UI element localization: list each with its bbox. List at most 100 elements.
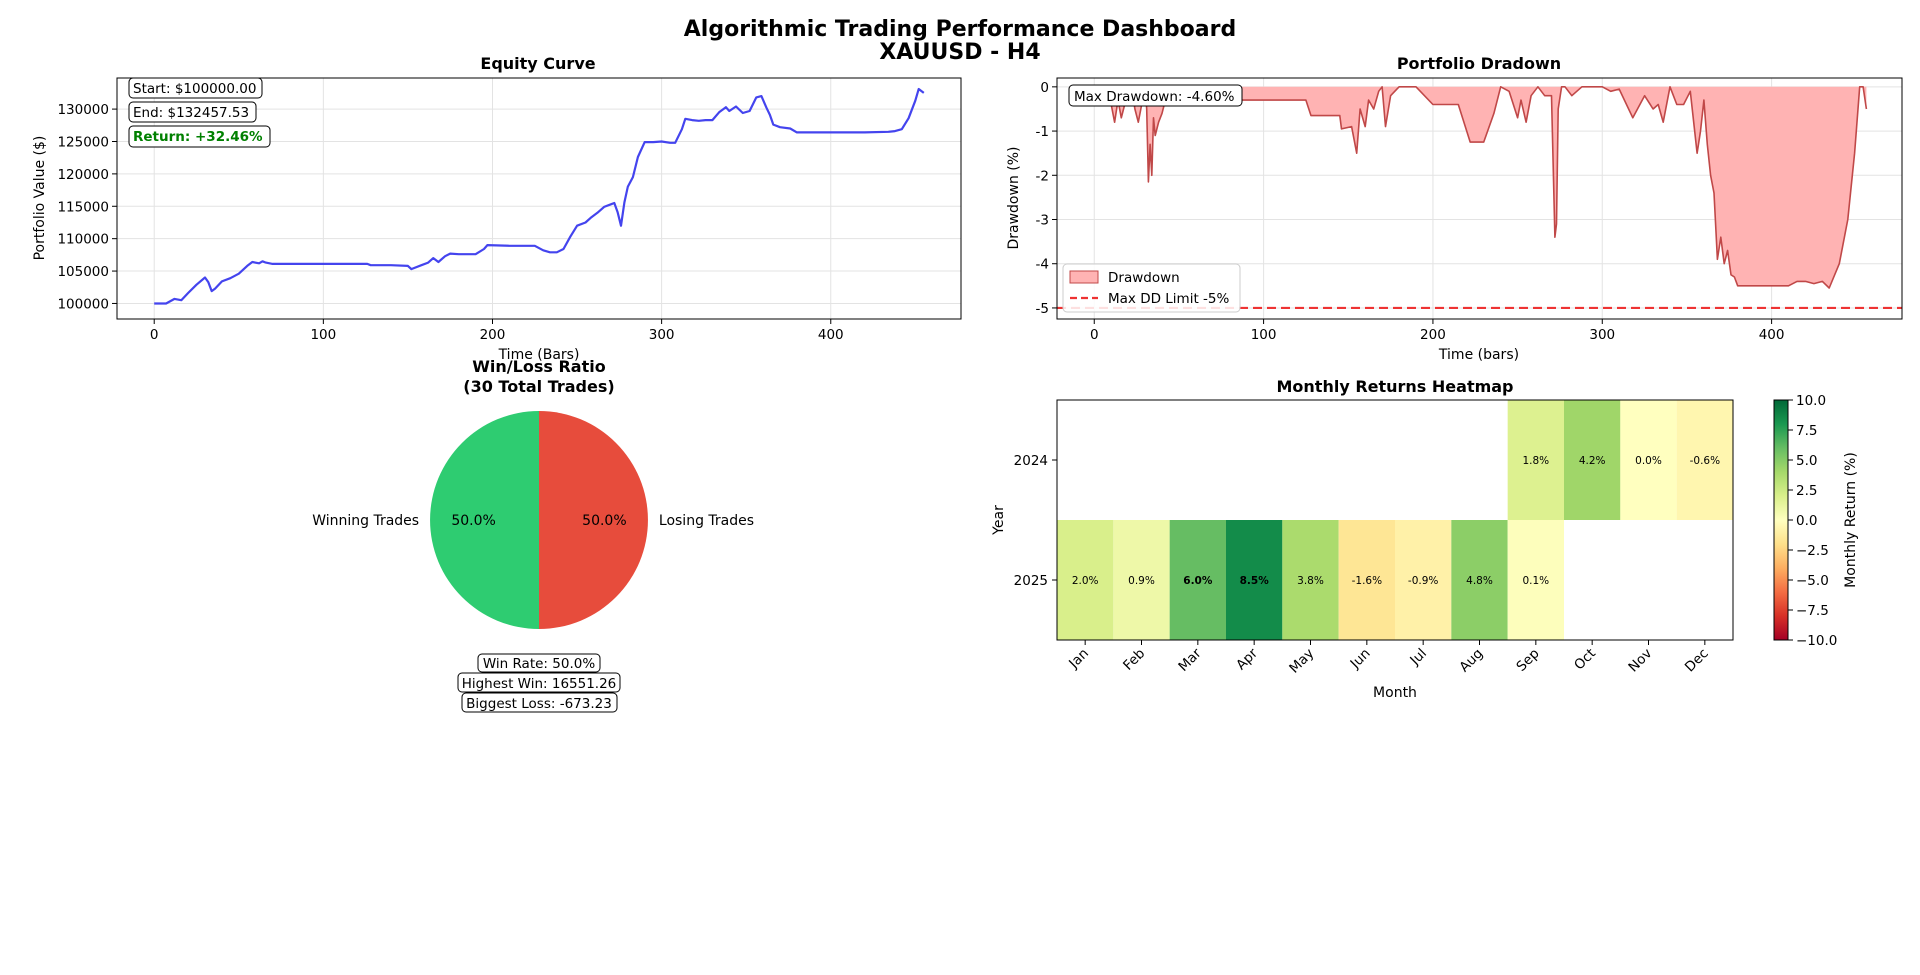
heatmap-cell-label: 0.0% [1635,455,1662,467]
equity-return-label: Return: +32.46% [133,129,263,145]
legend-drawdown-swatch [1069,270,1099,284]
drawdown-ytick-label: -5 [1036,301,1049,317]
heatmap-xtick-label: Nov [1625,646,1655,676]
equity-end-box [128,101,257,123]
pie-winrate-box [477,653,601,673]
colorbar-tick-label: 10.0 [1796,393,1826,409]
colorbar-tick-label: 5.0 [1796,453,1817,469]
drawdown-ytick-label: -3 [1036,213,1049,229]
heatmap-xtick-label: Aug [1456,646,1486,676]
heatmap-cell-label: 8.5% [1240,575,1270,587]
equity-ytick-label: 120000 [57,167,109,183]
max-drawdown-box [1068,84,1243,107]
colorbar-ticks: 10.0 7.5 5.0 2.5 0.0 −2.5 −5.0 −7.5 −10.0 [1788,393,1837,649]
equity-xtick-label: 0 [150,327,159,343]
drawdown-xtick-label: 400 [1759,327,1785,343]
pie-slice-label: Losing Trades [659,513,754,529]
heatmap-xtick-label: Jun [1347,646,1374,673]
heatmap-cell-label: -0.6% [1690,455,1720,467]
heatmap-cell-label: 1.8% [1522,455,1549,467]
heatmap-cell [1057,520,1114,640]
colorbar-tick-label: 7.5 [1796,423,1817,439]
equity-ytick-label: 100000 [57,296,109,312]
equity-start-label: Start: $100000.00 [133,81,256,97]
equity-plot-frame [116,77,962,320]
heatmap-xtick-label: May [1286,646,1317,677]
equity-line [154,87,925,305]
pie-highest-win-label: Highest Win: 16551.26 [462,676,617,692]
heatmap-cell [1226,520,1283,640]
heatmap-cell-label: 0.9% [1128,575,1155,587]
heatmap-xtick-label: Jul [1406,646,1430,670]
legend-box [1062,263,1241,313]
drawdown-xtick-label: 300 [1589,327,1615,343]
heatmap-frame [1056,399,1734,641]
heatmap-cell [1451,520,1508,640]
equity-ylabel: Portfolio Value ($) [32,136,48,261]
drawdown-xlabel: Time (bars) [1438,347,1519,363]
drawdown-legend: Drawdown Max DD Limit -5% [1062,263,1241,313]
equity-chart: Equity Curve 0 100 200 300 400 100000 105000 11… [32,54,962,363]
equity-ytick-label: 110000 [57,232,109,248]
heatmap-cell [1676,400,1733,520]
equity-ytick-label: 130000 [57,102,109,118]
equity-title: Equity Curve [480,54,595,73]
heatmap-cell-label: 4.2% [1579,455,1606,467]
colorbar-tick-label: −2.5 [1796,543,1829,559]
heatmap-cell-label: 4.8% [1466,575,1493,587]
equity-ytick-label: 125000 [57,134,109,150]
colorbar-label: Monthly Return (%) [1843,452,1859,588]
heatmap-xtick-label: Jan [1065,646,1092,673]
drawdown-title: Portfolio Dradown [1397,54,1561,73]
heatmap-title: Monthly Returns Heatmap [1276,377,1513,396]
legend-limit-label: Max DD Limit -5% [1108,291,1230,307]
pie-biggest-loss-label: Biggest Loss: -673.23 [466,696,612,712]
drawdown-ytick-label: -4 [1036,257,1049,273]
heatmap-xtick-label: Mar [1175,645,1205,675]
heatmap-cells: 1.8% 4.2% 0.0% -0.6% 2.0% 0.9% 6.0% 8.5% 3.8% -1.… [1057,400,1733,640]
heatmap-cell [1113,520,1170,640]
heatmap-cell-label: -0.9% [1408,575,1438,587]
equity-axis-ticks: 0 100 200 300 400 100000 105000 110000 115000 120… [57,102,843,343]
drawdown-ytick-label: -1 [1036,124,1049,140]
equity-start-box [128,77,263,99]
equity-return-box [128,125,271,148]
heatmap-cell [1282,520,1339,640]
colorbar-tick-label: −7.5 [1796,603,1829,619]
pie-slice-percent: 50.0% [451,513,495,529]
drawdown-plot-frame [1056,77,1903,320]
heatmap-xtick-label: Feb [1120,646,1148,674]
drawdown-xtick-label: 0 [1090,327,1099,343]
heatmap-ytick-label: 2024 [1014,453,1048,469]
win-loss-chart: Win/Loss Ratio (30 Total Trades) 50.0% Wi… [312,357,754,713]
heatmap-ylabel: Year [991,505,1007,536]
equity-xtick-label: 100 [310,327,336,343]
pie-winrate-label: Win Rate: 50.0% [483,656,596,672]
heatmap-cell-label: 2.0% [1072,575,1099,587]
colorbar-tick-label: −10.0 [1796,633,1837,649]
colorbar-tick-label: −5.0 [1796,573,1829,589]
heatmap-xtick-label: Dec [1682,646,1712,676]
equity-plot-area [117,78,961,319]
equity-xtick-label: 300 [649,327,675,343]
dashboard-title: Algorithmic Trading Performance Dashboar… [684,17,1236,42]
equity-ytick-label: 115000 [57,199,109,215]
heatmap-cell [1507,400,1564,520]
equity-xtick-label: 400 [818,327,844,343]
heatmap-xtick-label: Sep [1513,646,1542,675]
colorbar [1773,399,1789,641]
heatmap-cell [1507,520,1564,640]
heatmap-cell [1338,520,1395,640]
pie-slice [539,411,648,629]
equity-xlabel: Time (Bars) [498,347,580,363]
equity-end-label: End: $132457.53 [133,105,249,121]
legend-drawdown-label: Drawdown [1108,270,1180,286]
colorbar-tick-label: 2.5 [1796,483,1817,499]
heatmap-cell [1564,400,1621,520]
drawdown-axis-ticks: 0 100 200 300 400 0 -1 -2 -3 -4 -5 [1036,80,1785,343]
heatmap-cell [1620,400,1677,520]
equity-ytick-label: 105000 [57,264,109,280]
drawdown-area [1094,86,1867,288]
drawdown-line [1094,86,1868,289]
